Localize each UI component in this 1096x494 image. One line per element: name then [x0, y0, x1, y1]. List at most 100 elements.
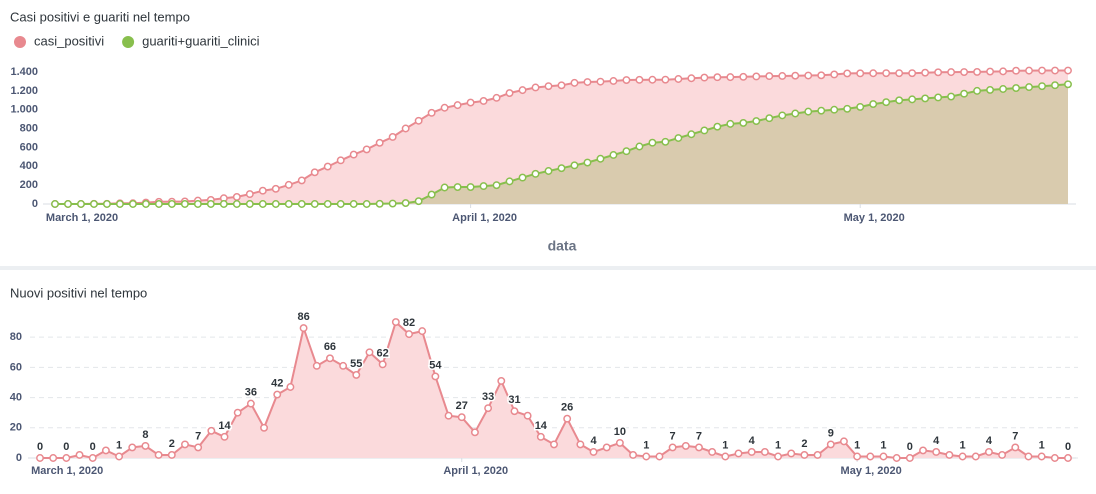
chart-title: Casi positivi e guariti nel tempo	[10, 9, 190, 24]
y-tick-label: 0	[32, 198, 38, 210]
point	[1051, 81, 1059, 90]
point	[418, 327, 427, 336]
point	[747, 448, 756, 456]
point	[674, 75, 683, 83]
data-label: 9	[828, 427, 834, 439]
point	[655, 452, 664, 461]
point	[1024, 452, 1033, 461]
point	[258, 200, 267, 208]
chart-title: Nuovi positivi nel tempo	[10, 285, 147, 300]
point	[804, 107, 813, 116]
point	[986, 67, 995, 76]
point	[193, 200, 202, 208]
point	[271, 200, 280, 208]
point	[323, 162, 332, 171]
point	[141, 200, 150, 208]
point	[62, 454, 71, 462]
point	[576, 440, 585, 449]
data-label: 8	[142, 429, 148, 441]
data-label: 66	[324, 341, 336, 353]
point	[642, 452, 651, 461]
point	[921, 68, 930, 77]
point	[1064, 66, 1072, 75]
point	[453, 101, 462, 110]
point	[141, 441, 150, 450]
point	[444, 411, 453, 420]
point	[687, 130, 696, 139]
point	[905, 454, 914, 462]
point	[570, 78, 579, 87]
point	[739, 118, 748, 127]
point	[470, 428, 479, 437]
point	[971, 452, 980, 461]
point	[310, 200, 319, 208]
y-tick-label: 80	[10, 331, 22, 343]
point	[778, 111, 787, 120]
point	[352, 370, 361, 379]
data-label: 7	[696, 430, 702, 442]
point	[375, 138, 384, 147]
point	[51, 200, 59, 208]
point	[648, 138, 657, 147]
point	[336, 200, 345, 208]
data-label: 7	[1012, 430, 1018, 442]
point	[479, 97, 488, 105]
point	[1064, 454, 1072, 462]
point	[557, 164, 566, 173]
point	[245, 200, 254, 208]
data-label: 10	[614, 426, 626, 438]
point	[813, 451, 822, 459]
point	[973, 67, 982, 76]
point	[739, 72, 748, 81]
point	[297, 200, 306, 208]
point	[401, 199, 410, 208]
point	[391, 318, 400, 327]
point	[550, 440, 558, 449]
y-tick-label: 0	[16, 452, 22, 464]
point	[312, 361, 321, 370]
data-label: 31	[508, 394, 520, 406]
area	[55, 84, 1068, 204]
legend-swatch	[122, 36, 135, 48]
point	[427, 108, 436, 117]
point	[817, 71, 826, 80]
point	[661, 75, 670, 84]
data-label: 36	[245, 387, 257, 399]
point	[635, 75, 644, 84]
point	[453, 183, 462, 191]
point	[1012, 84, 1021, 93]
point	[557, 81, 566, 90]
point	[869, 69, 878, 78]
point	[544, 82, 553, 91]
point	[232, 192, 241, 201]
point	[246, 399, 255, 408]
point	[194, 443, 203, 452]
data-label: 14	[218, 420, 231, 432]
point	[932, 448, 941, 456]
legend-swatch	[14, 36, 26, 48]
point	[804, 71, 813, 80]
point	[708, 448, 717, 456]
data-label: 55	[350, 358, 362, 370]
point	[431, 372, 440, 381]
data-label: 1	[854, 439, 860, 451]
x-tick-label: March 1, 2020	[31, 465, 103, 477]
point	[115, 200, 124, 208]
point	[167, 200, 176, 208]
point	[882, 98, 891, 107]
point	[869, 100, 878, 109]
data-label: 0	[37, 441, 43, 453]
point	[787, 449, 796, 458]
data-label: 7	[195, 430, 201, 442]
data-label: 1	[880, 439, 886, 451]
point	[752, 72, 761, 81]
point	[258, 186, 267, 195]
point	[1064, 80, 1072, 89]
point	[492, 181, 501, 190]
data-label: 0	[1065, 441, 1071, 453]
point	[505, 177, 514, 186]
y-tick-label: 40	[10, 391, 22, 403]
point	[999, 85, 1008, 93]
point	[323, 200, 332, 208]
